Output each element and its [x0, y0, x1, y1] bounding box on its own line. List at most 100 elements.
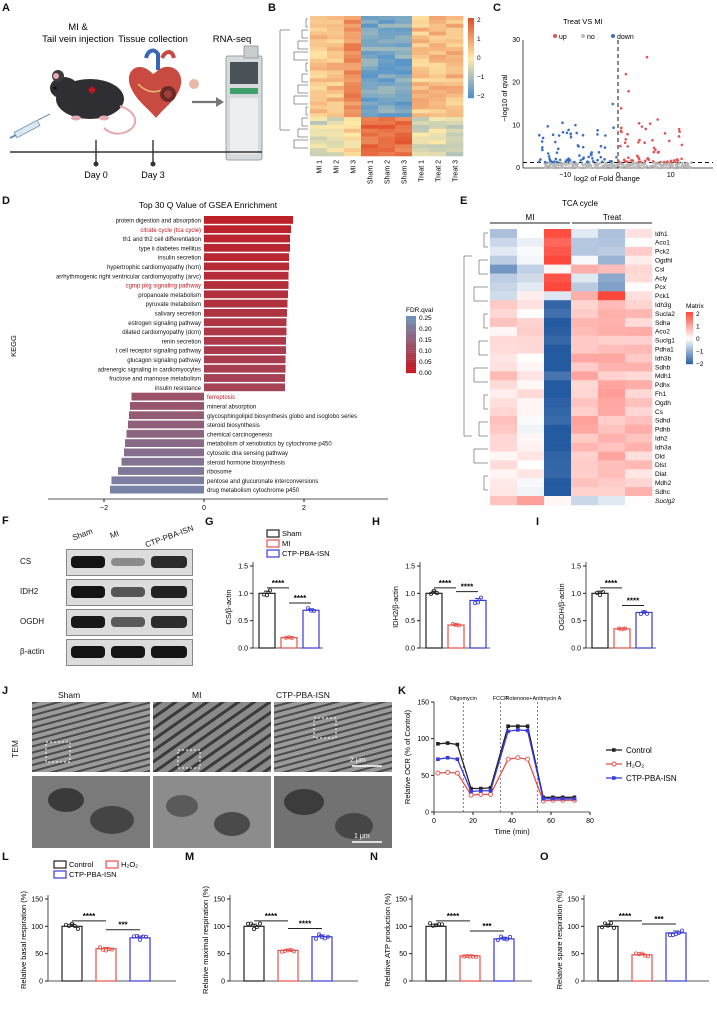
fdr-step: [406, 350, 416, 353]
panel-letter-g: G: [205, 516, 214, 528]
heatmap-cell: [395, 82, 413, 87]
legend-label: H₂O₂: [626, 760, 644, 769]
series-point: [488, 788, 493, 793]
point-ns: [680, 161, 684, 165]
point-ns: [561, 162, 565, 166]
dendrogram-branch: [305, 18, 308, 28]
heatmap-cell: [446, 66, 464, 71]
gsea-bar: [125, 439, 204, 447]
matrix-step: [686, 326, 693, 328]
heatmap-cell: [412, 101, 430, 106]
point-up: [666, 160, 669, 163]
y-tick-label: 1.5: [405, 564, 415, 571]
heatmap-cell: [429, 144, 447, 149]
data-point: [642, 610, 647, 615]
tca-cell: [544, 460, 572, 470]
point-down: [612, 126, 615, 129]
heatmap-cell: [361, 43, 379, 48]
gsea-term: steroid hormone biosynthesis: [207, 460, 285, 466]
heatmap-cell: [429, 27, 447, 32]
point-ns: [651, 164, 655, 168]
point-down: [596, 128, 599, 132]
matrix-step: [686, 319, 693, 322]
tca-cell: [571, 415, 599, 426]
y-axis-label: Relative basal respiration (%): [19, 891, 28, 989]
heatmap-cell: [395, 140, 413, 145]
heatmap-cell: [395, 93, 413, 98]
tca-cell: [598, 424, 626, 434]
y-tick-label: 0: [39, 979, 43, 986]
matrix-step: [686, 357, 693, 359]
point-down: [548, 157, 551, 161]
tca-cell: [490, 460, 518, 470]
y-axis-label: Relative maximal respiration (%): [201, 886, 210, 994]
heatmap-cell: [327, 93, 345, 98]
tca-cell: [490, 353, 518, 363]
point-down: [603, 146, 607, 149]
tca-cell: [517, 380, 545, 390]
point-up: [651, 160, 655, 163]
fdr-tick: 0.00: [419, 370, 432, 377]
point-up: [674, 160, 677, 164]
heatmap-cell: [361, 136, 379, 141]
heatmap-cell: [378, 19, 396, 25]
heatmap-cell: [361, 152, 379, 157]
point-down: [540, 140, 544, 143]
tca-cell: [490, 326, 518, 337]
data-point: [476, 600, 481, 605]
heatmap-cell: [429, 58, 447, 63]
scale-step: [468, 30, 474, 33]
heatmap-cell: [395, 27, 413, 32]
scale-step: [468, 72, 474, 75]
panel-letter-o: O: [540, 851, 549, 863]
series-point: [541, 797, 545, 801]
point-up: [627, 156, 630, 159]
tca-cell: [571, 371, 599, 381]
legend-no: no: [587, 34, 595, 41]
tca-cell: [571, 487, 599, 497]
heatmap-cell: [310, 148, 328, 153]
bar: [302, 609, 320, 649]
heatmap-cell: [446, 47, 464, 52]
heatmap-cell: [327, 97, 345, 102]
tca-cell: [490, 362, 518, 372]
point-ns: [584, 162, 587, 166]
lane-label-sham: Sham: [71, 526, 94, 543]
heatmap-cell: [378, 152, 396, 157]
heatmap-cell: [378, 136, 396, 141]
heatmap-cell: [446, 93, 464, 98]
heatmap-cell: [378, 51, 396, 56]
series-point: [525, 756, 531, 762]
gsea-bar: [204, 253, 289, 261]
lane-label-ctp: CTP-PBA-ISN: [143, 523, 195, 550]
tca-cell: [517, 229, 545, 239]
heatmap-cell: [412, 136, 430, 141]
gene-label: Acly: [655, 275, 668, 282]
step1-label: MI &: [68, 22, 88, 33]
fdr-step: [406, 359, 416, 362]
matrix-step: [686, 332, 693, 335]
point-ns: [561, 166, 565, 169]
tca-cell: [625, 362, 653, 372]
heatmap-cell: [361, 47, 379, 52]
data-point: [601, 589, 606, 594]
tca-cell: [598, 255, 626, 265]
heatmap-cell: [412, 74, 430, 79]
heatmap-cell: [395, 78, 413, 83]
point-up: [619, 126, 623, 130]
point-ns: [687, 164, 690, 168]
heatmap-cell: [395, 144, 413, 149]
tca-cell: [544, 335, 572, 345]
series-line: [437, 757, 575, 802]
dendro-branch: [473, 367, 488, 383]
point-down: [587, 155, 590, 159]
gene-label: Idh3g: [655, 302, 672, 309]
series-point: [436, 742, 440, 746]
heatmap-cell: [429, 97, 447, 102]
gsea-term: renin secretion: [162, 339, 201, 345]
heatmap-cell: [412, 47, 430, 52]
heatmap-cell: [327, 148, 345, 153]
gene-label: Idh2: [655, 436, 668, 443]
gene-label: Idh3a: [655, 444, 672, 451]
tca-cell: [625, 433, 653, 443]
